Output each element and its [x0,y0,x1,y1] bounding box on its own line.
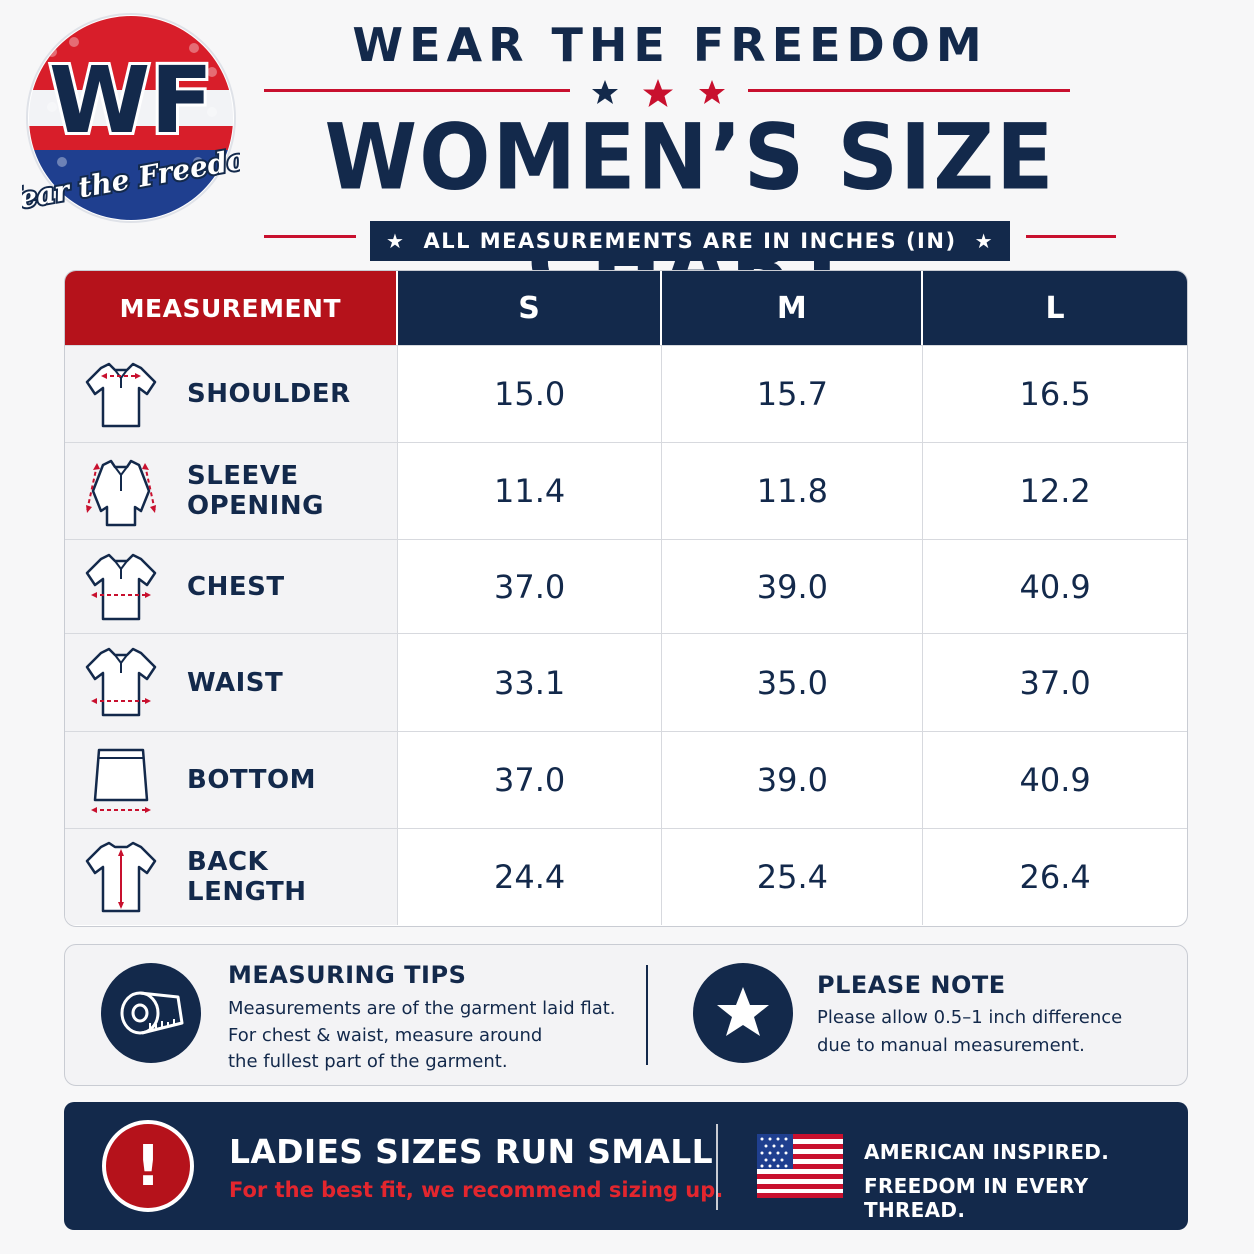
column-header-small: S [397,271,663,345]
row-label: BOTTOM [187,765,316,795]
note-line: due to manual measurement. [817,1035,1085,1056]
header-divider-left [264,89,570,92]
info-panel: MEASURING TIPS Measurements are of the g… [64,944,1188,1086]
units-banner: ★ ALL MEASUREMENTS ARE IN INCHES (IN) ★ [370,221,1010,261]
alert-icon: ! [102,1120,194,1212]
size-table: MEASUREMENT S M L SHOULDER 15.0 15.7 16.… [64,270,1188,927]
us-flag-icon [757,1134,843,1198]
table-row: CHEST 37.0 39.0 40.9 [65,539,1187,633]
row-label-cell: BOTTOM [65,732,398,828]
size-value-s: 15.0 [398,346,663,442]
size-value-l: 26.4 [1019,858,1091,896]
table-row: WAIST 33.1 35.0 37.0 [65,633,1187,731]
size-value-s: 33.1 [398,634,663,731]
row-label-cell: WAIST [65,634,398,731]
table-header: MEASUREMENT S M L [65,271,1187,345]
size-value-s: 37.0 [398,732,663,828]
table-row: SLEEVE OPENING 11.4 11.8 12.2 [65,442,1187,539]
sizing-warning-banner: ! LADIES SIZES RUN SMALL For the best fi… [64,1102,1188,1230]
size-value-s: 24.4 [398,829,663,925]
row-label: WAIST [187,667,284,698]
tagline-line-1: AMERICAN INSPIRED. [864,1140,1110,1164]
tips-title: MEASURING TIPS [228,961,467,989]
size-value-l: 40.9 [1019,761,1091,799]
polo-back-length-icon [85,841,157,913]
polo-shoulder-icon [85,362,157,428]
row-label: SHOULDER [187,379,351,409]
size-value-l: 37.0 [1019,663,1091,702]
size-value-m: 25.4 [662,829,924,925]
table-row: BOTTOM 37.0 39.0 40.9 [65,731,1187,828]
note-title: PLEASE NOTE [817,971,1006,999]
polo-sleeve-icon [86,459,156,527]
warning-subline: For the best fit, we recommend sizing up… [229,1178,724,1202]
row-label-cell: SHOULDER [65,346,398,442]
size-value-l: 40.9 [1019,567,1091,606]
row-label: BACK LENGTH [187,847,307,907]
star-icon: ★ [974,229,994,253]
row-label-cell: CHEST [65,540,398,633]
size-value-m: 39.0 [662,540,924,633]
brand-logo: WF Wear the Freedom [0,12,279,224]
column-header-measurement: MEASUREMENT [65,271,398,345]
panel-divider [646,965,648,1065]
size-value-m: 39.0 [662,732,924,828]
column-header-medium: M [662,271,924,345]
header-divider-right [748,89,1070,92]
table-row: BACK LENGTH 24.4 25.4 26.4 [65,828,1187,925]
units-note: ALL MEASUREMENTS ARE IN INCHES (IN) [423,229,957,253]
skirt-bottom-icon [91,748,151,813]
tagline-line-2: FREEDOM IN EVERY THREAD. [864,1174,1089,1222]
size-value-m: 11.8 [662,443,924,539]
size-value-s: 37.0 [398,540,663,633]
polo-chest-icon [85,553,157,620]
row-label-cell: BACK LENGTH [65,829,398,925]
table-row: SHOULDER 15.0 15.7 16.5 [65,345,1187,442]
tips-line: the fullest part of the garment. [228,1051,508,1072]
star-icon: ★ [386,229,406,253]
warning-headline: LADIES SIZES RUN SMALL [229,1132,713,1171]
tips-line: For chest & waist, measure around [228,1025,543,1046]
star-badge-icon [693,963,793,1063]
decorative-stars [585,76,735,110]
column-header-large: L [923,271,1187,345]
size-value-m: 15.7 [662,346,924,442]
row-label: SLEEVE OPENING [187,461,324,521]
polo-waist-icon [85,647,157,716]
tips-line: Measurements are of the garment laid fla… [228,998,616,1019]
size-value-l: 16.5 [1019,375,1091,413]
subtitle-divider-right [1026,235,1116,238]
brand-name: WEAR THE FREEDOM [352,18,988,72]
banner-divider [716,1124,718,1210]
size-value-s: 11.4 [398,443,663,539]
svg-text:WF: WF [49,47,213,154]
note-line: Please allow 0.5–1 inch difference [817,1007,1123,1028]
size-value-l: 12.2 [1019,472,1091,510]
row-label-cell: SLEEVE OPENING [65,443,398,539]
subtitle-divider-left [264,235,356,238]
tape-measure-icon [101,963,201,1063]
size-value-m: 35.0 [662,634,924,731]
row-label: CHEST [187,571,285,602]
